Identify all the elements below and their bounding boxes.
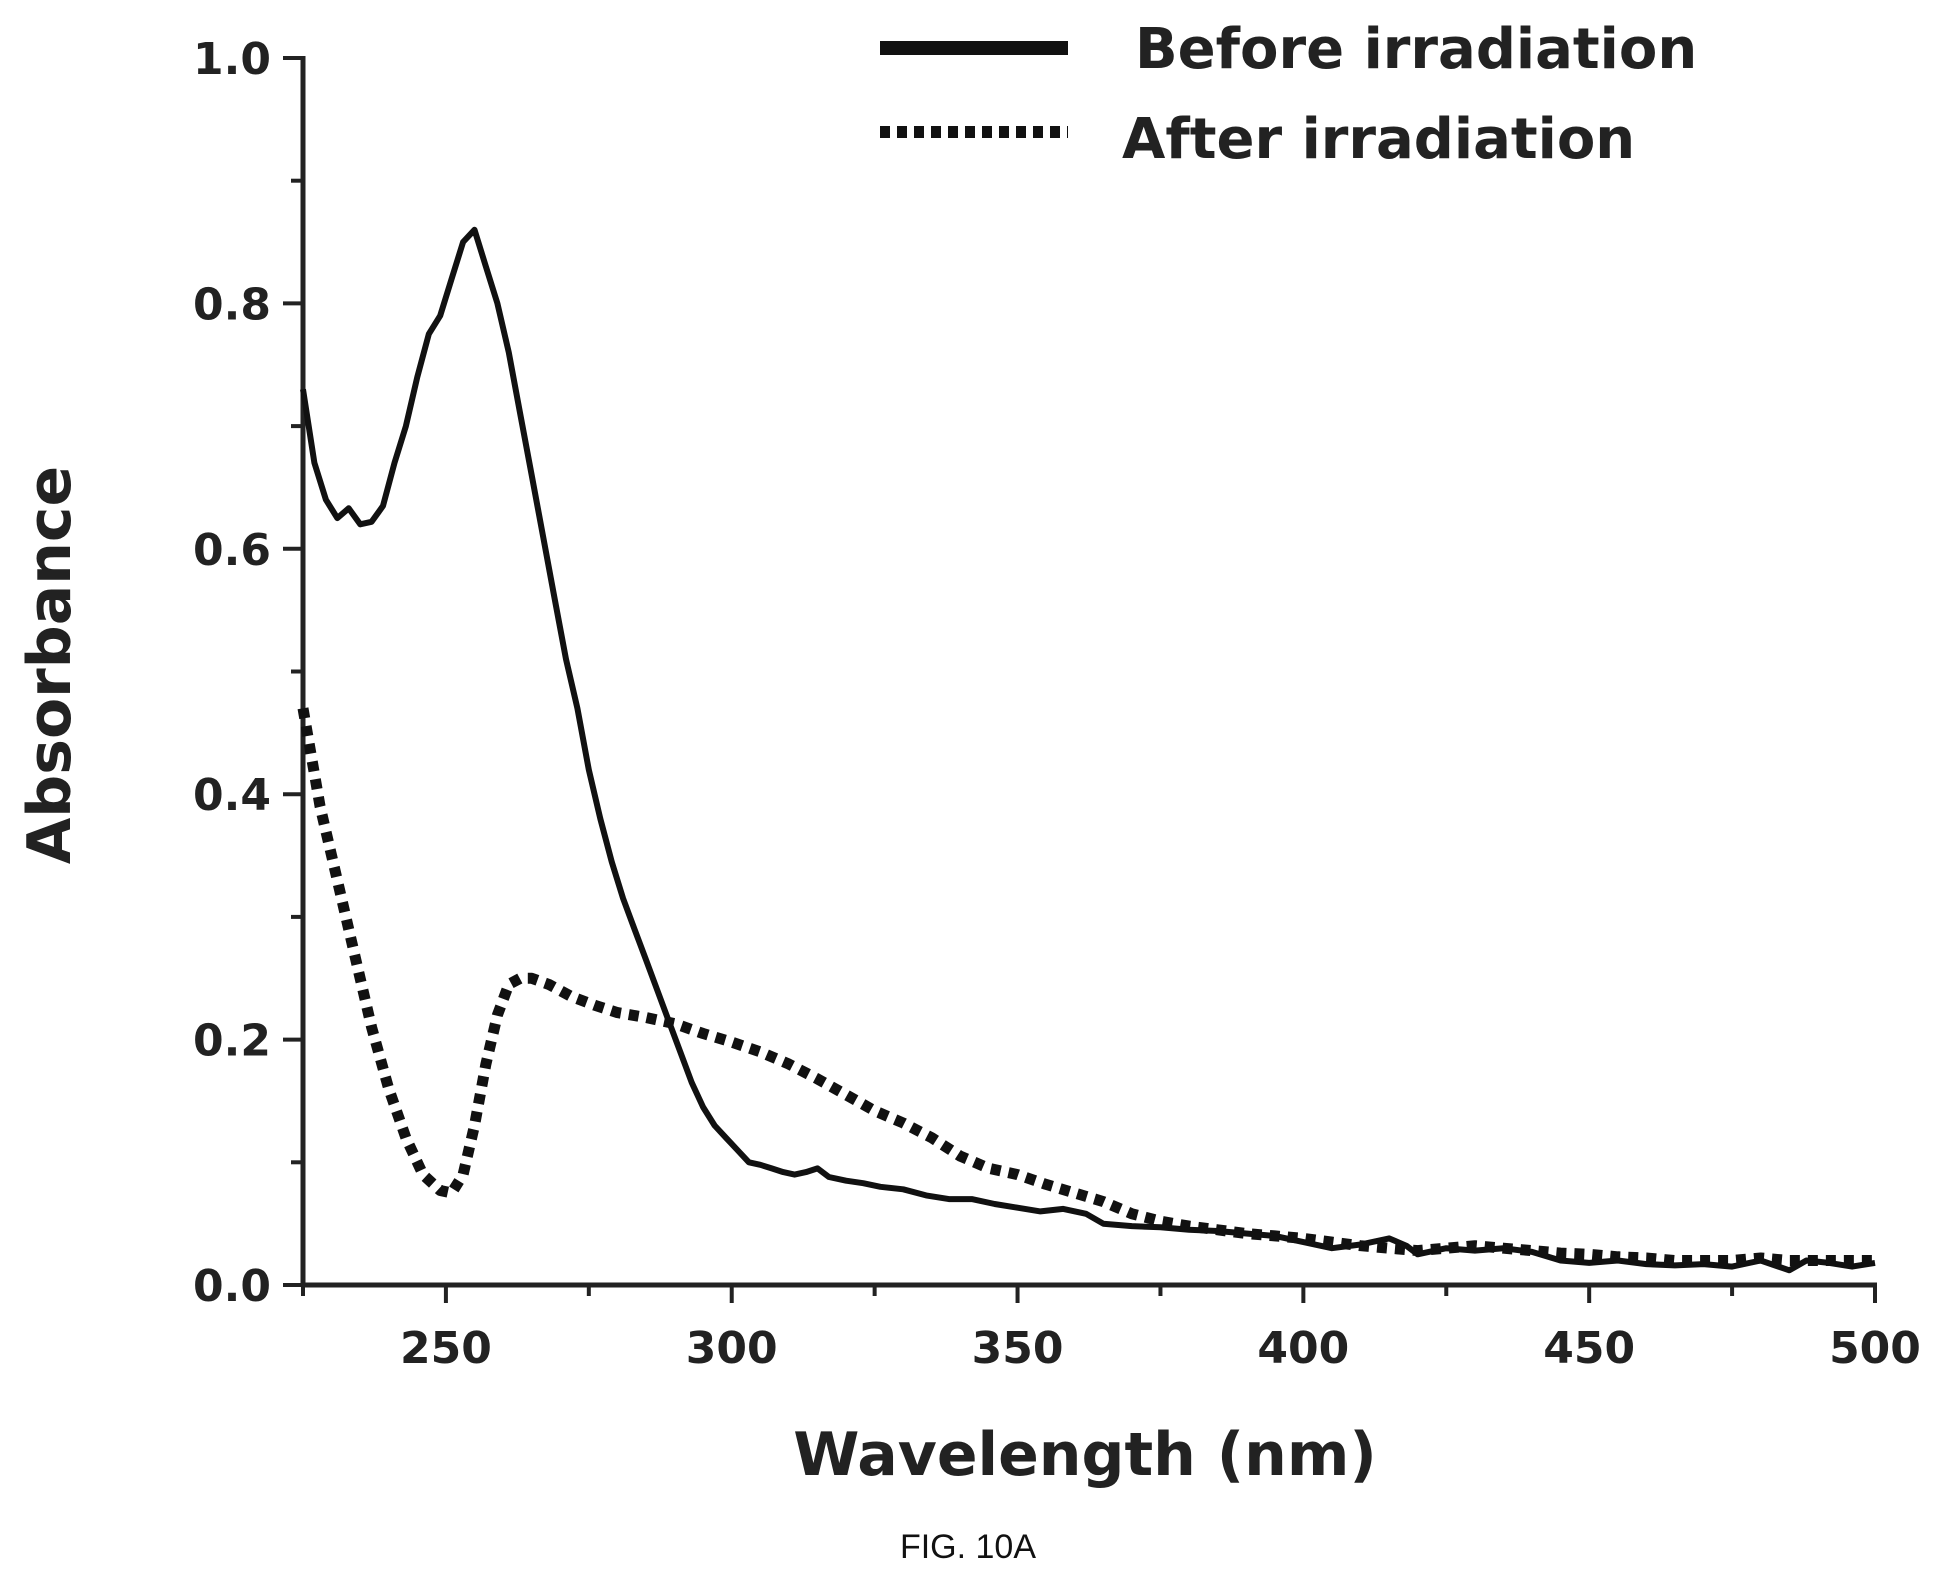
x-tick-label: 450 <box>1543 1323 1635 1374</box>
x-tick-label: 250 <box>400 1323 492 1374</box>
series-line-before-irradiation <box>300 226 1876 1274</box>
x-axis-title: Wavelength (nm) <box>793 1420 1377 1490</box>
legend-label-after: After irradiation <box>1122 107 1635 172</box>
y-tick-label: 0.0 <box>193 1261 271 1312</box>
y-tick-label: 0.4 <box>193 770 271 821</box>
y-axis-title: Absorbance <box>15 466 85 864</box>
figure-caption: FIG. 10A <box>899 1528 1037 1566</box>
y-tick-label: 1.0 <box>193 34 271 85</box>
x-tick-label: 350 <box>972 1323 1064 1374</box>
chart-series <box>297 226 1876 1274</box>
y-tick-label: 0.6 <box>193 525 271 576</box>
legend: Before irradiation After irradiation <box>880 17 1697 172</box>
x-tick-label: 400 <box>1257 1323 1349 1374</box>
chart-ticks: 250 300 350 400 450 500 0.0 0.2 0.4 0.6 0.8 1.0 <box>193 34 1921 1374</box>
series-line-after-irradiation <box>297 707 1875 1266</box>
x-tick-label: 500 <box>1829 1323 1921 1374</box>
legend-label-before: Before irradiation <box>1135 17 1697 82</box>
x-tick-label: 300 <box>686 1323 778 1374</box>
chart-axes <box>300 56 1877 1288</box>
y-tick-label: 0.8 <box>193 279 271 330</box>
y-tick-label: 0.2 <box>193 1016 271 1067</box>
